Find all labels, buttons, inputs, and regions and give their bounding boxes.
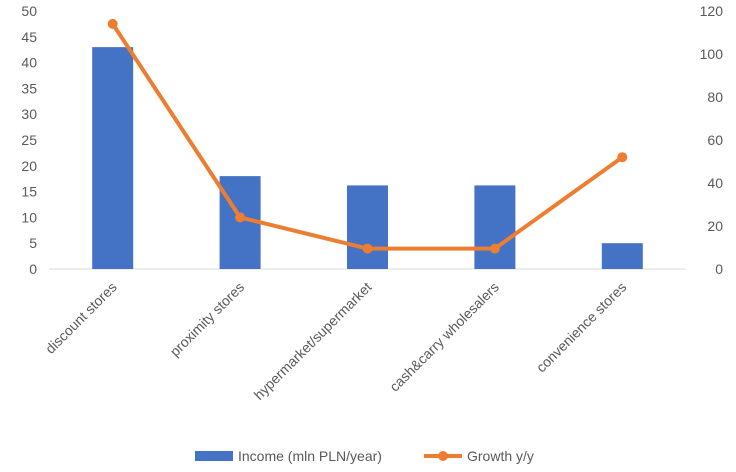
left-tick-label: 40 xyxy=(21,55,37,71)
growth-line xyxy=(107,18,628,254)
income-bar xyxy=(347,185,388,269)
category-label: proximity stores xyxy=(167,279,248,360)
legend-income-swatch xyxy=(195,451,233,461)
growth-point xyxy=(362,243,373,254)
left-axis-ticks: 0 5 10 15 20 25 30 35 40 45 50 xyxy=(21,3,37,277)
income-bar xyxy=(601,243,643,269)
right-tick-label: 40 xyxy=(707,175,723,191)
left-tick-label: 10 xyxy=(21,209,37,225)
growth-point xyxy=(235,212,246,223)
left-tick-label: 20 xyxy=(21,158,37,174)
left-tick-label: 30 xyxy=(21,106,37,122)
left-tick-label: 0 xyxy=(29,261,37,277)
left-tick-label: 15 xyxy=(21,184,37,200)
category-label: cash&carry wholesalers xyxy=(386,279,502,395)
right-tick-label: 120 xyxy=(700,3,724,19)
legend: Income (mln PLN/year) Growth y/y xyxy=(195,448,534,464)
income-bars xyxy=(92,47,643,270)
legend-growth-label: Growth y/y xyxy=(467,448,534,464)
category-label: discount stores xyxy=(42,279,120,357)
growth-point xyxy=(617,152,628,163)
income-bar xyxy=(92,47,134,270)
legend-income-label: Income (mln PLN/year) xyxy=(238,448,382,464)
category-label: convenience stores xyxy=(533,279,630,376)
right-tick-label: 100 xyxy=(700,46,724,62)
right-tick-label: 60 xyxy=(707,132,723,148)
left-tick-label: 35 xyxy=(21,80,37,96)
right-tick-label: 0 xyxy=(715,261,723,277)
left-tick-label: 45 xyxy=(21,29,37,45)
left-tick-label: 25 xyxy=(21,132,37,148)
right-tick-label: 80 xyxy=(707,89,723,105)
left-tick-label: 50 xyxy=(21,3,37,19)
right-axis-ticks: 0 20 40 60 80 100 120 xyxy=(700,3,724,277)
right-tick-label: 20 xyxy=(707,218,723,234)
category-label: hypermarket/supermarket xyxy=(251,279,375,403)
growth-point xyxy=(107,18,118,29)
category-labels: discount stores proximity stores hypermark… xyxy=(42,279,630,403)
growth-point xyxy=(489,243,500,254)
legend-growth-marker xyxy=(438,451,448,461)
income-bar xyxy=(474,185,516,269)
left-tick-label: 5 xyxy=(29,235,37,251)
